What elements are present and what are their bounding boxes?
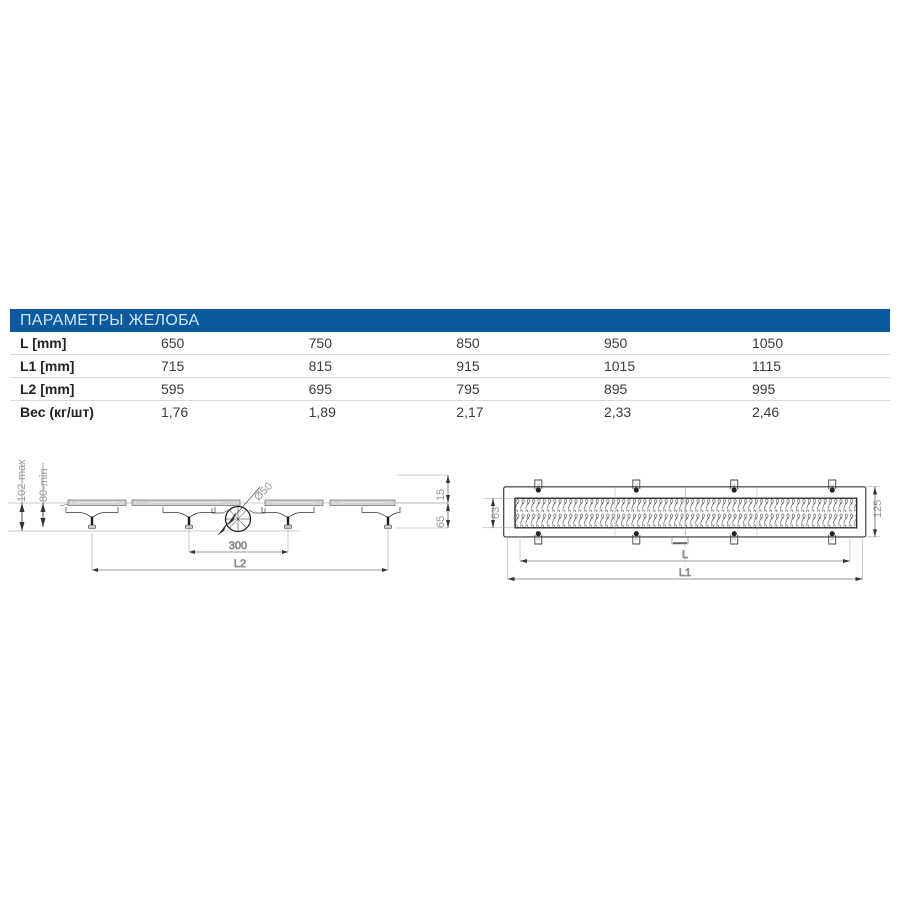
- svg-text:L: L: [682, 549, 688, 561]
- svg-text:L1: L1: [679, 567, 691, 579]
- svg-text:300: 300: [229, 540, 247, 552]
- svg-text:L2: L2: [234, 558, 246, 570]
